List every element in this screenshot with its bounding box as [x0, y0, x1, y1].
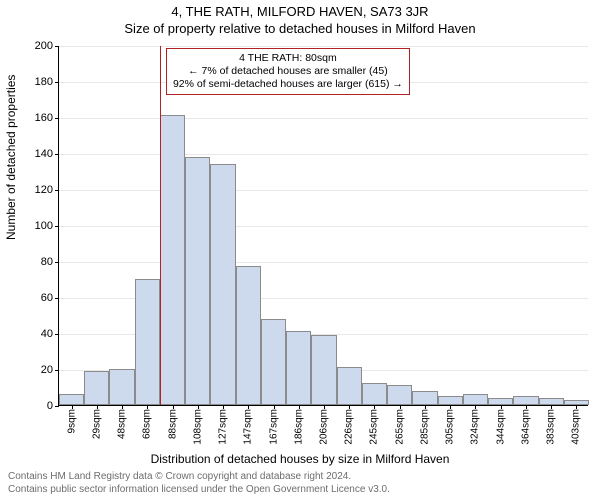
footer-line-2: Contains public sector information licen… — [8, 484, 390, 497]
xtick-label: 48sqm — [117, 409, 128, 439]
histogram-bar — [261, 319, 286, 405]
title-block: 4, THE RATH, MILFORD HAVEN, SA73 3JR Siz… — [0, 4, 600, 36]
xtick-label: 285sqm — [419, 409, 430, 445]
xtick-label: 108sqm — [192, 409, 203, 445]
title-line-2: Size of property relative to detached ho… — [0, 21, 600, 36]
xtick-label: 29sqm — [91, 409, 102, 439]
histogram-bar — [362, 383, 387, 405]
histogram-bar — [311, 335, 336, 405]
histogram-bar — [513, 396, 538, 405]
xtick-label: 127sqm — [218, 409, 229, 445]
ytick-label: 140 — [35, 148, 59, 160]
xtick-label: 167sqm — [268, 409, 279, 445]
histogram-bar — [438, 396, 463, 405]
histogram-bar — [160, 115, 185, 405]
ytick-label: 0 — [47, 400, 59, 412]
ytick-label: 40 — [41, 328, 59, 340]
ytick-label: 20 — [41, 364, 59, 376]
histogram-bar — [337, 367, 362, 405]
xtick-label: 88sqm — [167, 409, 178, 439]
histogram-bar — [84, 371, 109, 405]
histogram-bar — [387, 385, 412, 405]
annotation-line: 4 THE RATH: 80sqm — [173, 52, 403, 65]
reference-line — [160, 46, 161, 405]
xtick-label: 383sqm — [546, 409, 557, 445]
gridline — [59, 226, 588, 227]
xtick-label: 206sqm — [319, 409, 330, 445]
plot-area: 0204060801001201401601802009sqm29sqm48sq… — [58, 46, 588, 406]
gridline — [59, 46, 588, 47]
xtick-label: 245sqm — [369, 409, 380, 445]
xtick-label: 344sqm — [495, 409, 506, 445]
xtick-label: 147sqm — [243, 409, 254, 445]
annotation-line: 92% of semi-detached houses are larger (… — [173, 78, 403, 91]
xtick-label: 305sqm — [445, 409, 456, 445]
ytick-label: 120 — [35, 184, 59, 196]
y-axis-label: Number of detached properties — [4, 75, 18, 240]
xtick-label: 9sqm — [66, 409, 77, 433]
ytick-label: 60 — [41, 292, 59, 304]
annotation-line: ← 7% of detached houses are smaller (45) — [173, 65, 403, 78]
xtick-label: 403sqm — [571, 409, 582, 445]
histogram-bar — [210, 164, 235, 405]
plot-inner: 0204060801001201401601802009sqm29sqm48sq… — [58, 46, 588, 406]
histogram-bar — [236, 266, 261, 405]
ytick-label: 200 — [35, 40, 59, 52]
annotation-box: 4 THE RATH: 80sqm← 7% of detached houses… — [166, 48, 410, 95]
footer-line-1: Contains HM Land Registry data © Crown c… — [8, 471, 390, 484]
histogram-bar — [109, 369, 134, 405]
ytick-label: 180 — [35, 76, 59, 88]
x-axis-label: Distribution of detached houses by size … — [0, 452, 600, 466]
xtick-label: 68sqm — [142, 409, 153, 439]
xtick-label: 226sqm — [344, 409, 355, 445]
histogram-bar — [286, 331, 311, 405]
gridline — [59, 190, 588, 191]
histogram-bar — [135, 279, 160, 405]
footer-attribution: Contains HM Land Registry data © Crown c… — [8, 471, 390, 496]
ytick-label: 100 — [35, 220, 59, 232]
gridline — [59, 154, 588, 155]
histogram-bar — [564, 400, 589, 405]
xtick-label: 364sqm — [520, 409, 531, 445]
ytick-label: 160 — [35, 112, 59, 124]
histogram-bar — [185, 157, 210, 405]
histogram-bar — [59, 394, 84, 405]
gridline — [59, 118, 588, 119]
gridline — [59, 262, 588, 263]
xtick-label: 265sqm — [394, 409, 405, 445]
histogram-bar — [412, 391, 437, 405]
xtick-label: 324sqm — [470, 409, 481, 445]
histogram-bar — [463, 394, 488, 405]
histogram-bar — [539, 398, 564, 405]
ytick-label: 80 — [41, 256, 59, 268]
xtick-label: 186sqm — [293, 409, 304, 445]
histogram-bar — [488, 398, 513, 405]
chart-root: 4, THE RATH, MILFORD HAVEN, SA73 3JR Siz… — [0, 0, 600, 500]
title-line-1: 4, THE RATH, MILFORD HAVEN, SA73 3JR — [0, 4, 600, 19]
